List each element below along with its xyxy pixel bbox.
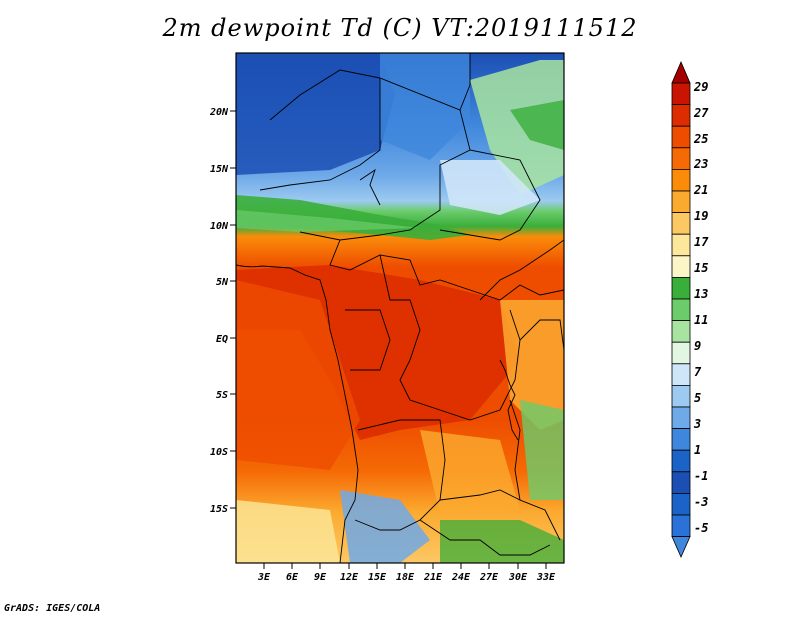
- lon-axis: 3E 6E 9E 12E 15E 18E 21E 24E 27E 30E 33E: [257, 563, 556, 583]
- lon-tick-label: 24E: [451, 572, 471, 583]
- country-borders: [236, 53, 564, 563]
- colorbar-top-triangle: [671, 60, 691, 84]
- lon-tick-label: 18E: [396, 572, 415, 583]
- colorbar-label: 29: [693, 80, 708, 94]
- colorbar-segment: [671, 276, 691, 300]
- lon-tick-label: 33E: [536, 572, 556, 583]
- lat-tick-label: 10S: [210, 447, 228, 458]
- lon-tick-label: 27E: [479, 572, 499, 583]
- colorbar-labels: 29 27 25 23 21 19 17 15 13 11 9 7 5 3 1 …: [693, 80, 709, 535]
- colorbar-label: 17: [694, 235, 709, 249]
- colorbar-label: -1: [694, 469, 708, 483]
- colorbar-segment: [671, 384, 691, 408]
- colorbar-segment: [671, 255, 691, 278]
- lat-tick-label: 15S: [210, 504, 228, 515]
- map-title: 2m dewpoint Td (C) VT:2019111512: [162, 14, 638, 42]
- colorbar-segment: [671, 168, 691, 192]
- lat-tick-label: EQ: [216, 334, 228, 345]
- lon-tick-label: 6E: [286, 572, 299, 583]
- colorbar-segment: [671, 320, 691, 343]
- colorbar-label: 13: [694, 287, 708, 301]
- colorbar-segment: [671, 341, 691, 365]
- colorbar-segment: [671, 471, 691, 494]
- lon-tick-label: 3E: [257, 572, 271, 583]
- lat-tick-label: 5S: [216, 390, 228, 401]
- lon-tick-label: 21E: [423, 572, 443, 583]
- colorbar-segment: [671, 190, 691, 214]
- colorbar-segment: [671, 298, 691, 322]
- lat-tick-label: 5N: [216, 277, 229, 288]
- colorbar-label: 27: [693, 106, 709, 120]
- colorbar-label: 11: [694, 313, 708, 327]
- colorbar-segment: [671, 406, 691, 430]
- colorbar-segment: [671, 104, 691, 127]
- dewpoint-field: [236, 53, 564, 563]
- colorbar-segment: [671, 428, 691, 451]
- colorbar-label: -5: [694, 521, 708, 535]
- lon-tick-label: 15E: [368, 572, 387, 583]
- lat-axis: 20N 15N 10N 5N EQ 5S 10S 15S: [209, 107, 236, 515]
- colorbar-segment: [671, 514, 691, 538]
- lon-tick-label: 30E: [508, 572, 528, 583]
- lon-tick-label: 9E: [314, 572, 327, 583]
- colorbar-label: 7: [694, 365, 702, 379]
- map-frame: [235, 52, 565, 564]
- colorbar-label: 19: [694, 209, 708, 223]
- colorbar-segment: [671, 233, 691, 257]
- lat-tick-label: 20N: [209, 107, 229, 118]
- colorbar-label: 5: [694, 391, 701, 405]
- colorbar-segment: [671, 82, 691, 106]
- colorbar-label: 21: [693, 183, 708, 197]
- colorbar-label: 9: [694, 339, 701, 353]
- colorbar-segment: [671, 147, 691, 170]
- lat-tick-label: 10N: [210, 221, 229, 232]
- colorbar-segment: [671, 449, 691, 473]
- colorbar-label: 25: [693, 132, 708, 146]
- colorbar-label: 23: [693, 157, 708, 171]
- colorbar-label: 3: [693, 417, 701, 431]
- colorbar-bottom-triangle: [671, 536, 691, 558]
- colorbar-label: 1: [694, 443, 701, 457]
- lon-tick-label: 12E: [340, 572, 359, 583]
- colorbar-label: 15: [694, 261, 708, 275]
- grads-credit: GrADS: IGES/COLA: [4, 603, 101, 614]
- colorbar-segment: [671, 212, 691, 235]
- colorbar-label: -3: [694, 495, 708, 509]
- lat-tick-label: 15N: [210, 164, 229, 175]
- colorbar-segment: [671, 125, 691, 149]
- colorbar: [671, 60, 691, 558]
- colorbar-segment: [671, 492, 691, 516]
- colorbar-segment: [671, 363, 691, 386]
